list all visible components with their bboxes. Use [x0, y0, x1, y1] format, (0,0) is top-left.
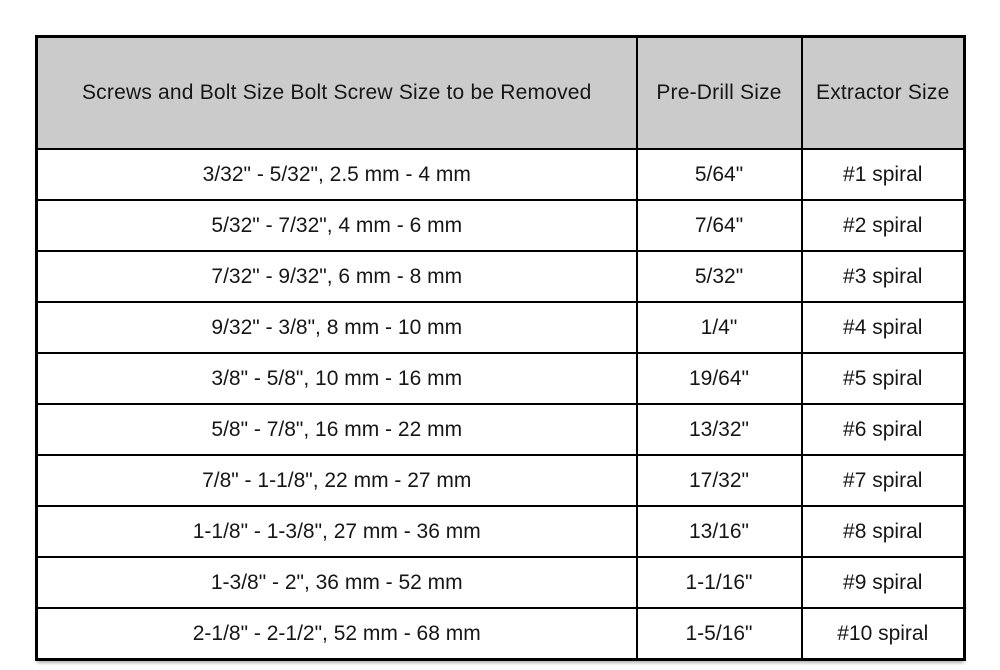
- cell-extractor-size: #9 spiral: [800, 556, 966, 609]
- table-row: 2-1/8" - 2-1/2", 52 mm - 68 mm 1-5/16" #…: [35, 607, 966, 661]
- cell-screw-range: 7/8" - 1-1/8", 22 mm - 27 mm: [35, 454, 638, 507]
- table-row: 7/32" - 9/32", 6 mm - 8 mm 5/32" #3 spir…: [35, 250, 966, 303]
- cell-predrill-size: 1-5/16": [635, 607, 803, 661]
- header-row: Screws and Bolt Size Bolt Screw Size to …: [35, 35, 966, 150]
- cell-predrill-size: 5/32": [635, 250, 803, 303]
- cell-predrill-size: 19/64": [635, 352, 803, 405]
- cell-screw-range: 5/32" - 7/32", 4 mm - 6 mm: [35, 199, 638, 252]
- table-row: 7/8" - 1-1/8", 22 mm - 27 mm 17/32" #7 s…: [35, 454, 966, 507]
- cell-extractor-size: #5 spiral: [800, 352, 966, 405]
- cell-screw-range: 3/8" - 5/8", 10 mm - 16 mm: [35, 352, 638, 405]
- table-row: 1-3/8" - 2", 36 mm - 52 mm 1-1/16" #9 sp…: [35, 556, 966, 609]
- cell-predrill-size: 13/16": [635, 505, 803, 558]
- cell-screw-range: 3/32" - 5/32", 2.5 mm - 4 mm: [35, 148, 638, 201]
- cell-extractor-size: #10 spiral: [800, 607, 966, 661]
- cell-extractor-size: #6 spiral: [800, 403, 966, 456]
- table-row: 1-1/8" - 1-3/8", 27 mm - 36 mm 13/16" #8…: [35, 505, 966, 558]
- cell-predrill-size: 1/4": [635, 301, 803, 354]
- cell-extractor-size: #7 spiral: [800, 454, 966, 507]
- table-row: 3/32" - 5/32", 2.5 mm - 4 mm 5/64" #1 sp…: [35, 148, 966, 201]
- cell-extractor-size: #2 spiral: [800, 199, 966, 252]
- table-row: 3/8" - 5/8", 10 mm - 16 mm 19/64" #5 spi…: [35, 352, 966, 405]
- cell-extractor-size: #1 spiral: [800, 148, 966, 201]
- col-header-screw-bolt-size: Screws and Bolt Size Bolt Screw Size to …: [35, 35, 638, 150]
- cell-screw-range: 9/32" - 3/8", 8 mm - 10 mm: [35, 301, 638, 354]
- cell-screw-range: 2-1/8" - 2-1/2", 52 mm - 68 mm: [35, 607, 638, 661]
- table-row: 9/32" - 3/8", 8 mm - 10 mm 1/4" #4 spira…: [35, 301, 966, 354]
- cell-screw-range: 7/32" - 9/32", 6 mm - 8 mm: [35, 250, 638, 303]
- cell-predrill-size: 13/32": [635, 403, 803, 456]
- cell-predrill-size: 5/64": [635, 148, 803, 201]
- cell-screw-range: 1-1/8" - 1-3/8", 27 mm - 36 mm: [35, 505, 638, 558]
- cell-screw-range: 1-3/8" - 2", 36 mm - 52 mm: [35, 556, 638, 609]
- col-header-extractor-size: Extractor Size: [800, 35, 966, 150]
- cell-screw-range: 5/8" - 7/8", 16 mm - 22 mm: [35, 403, 638, 456]
- cell-extractor-size: #8 spiral: [800, 505, 966, 558]
- cell-predrill-size: 1-1/16": [635, 556, 803, 609]
- cell-extractor-size: #3 spiral: [800, 250, 966, 303]
- cell-predrill-size: 7/64": [635, 199, 803, 252]
- table-row: 5/32" - 7/32", 4 mm - 6 mm 7/64" #2 spir…: [35, 199, 966, 252]
- col-header-predrill-size: Pre-Drill Size: [635, 35, 803, 150]
- cell-predrill-size: 17/32": [635, 454, 803, 507]
- cell-extractor-size: #4 spiral: [800, 301, 966, 354]
- extractor-size-table: Screws and Bolt Size Bolt Screw Size to …: [35, 35, 966, 661]
- table-row: 5/8" - 7/8", 16 mm - 22 mm 13/32" #6 spi…: [35, 403, 966, 456]
